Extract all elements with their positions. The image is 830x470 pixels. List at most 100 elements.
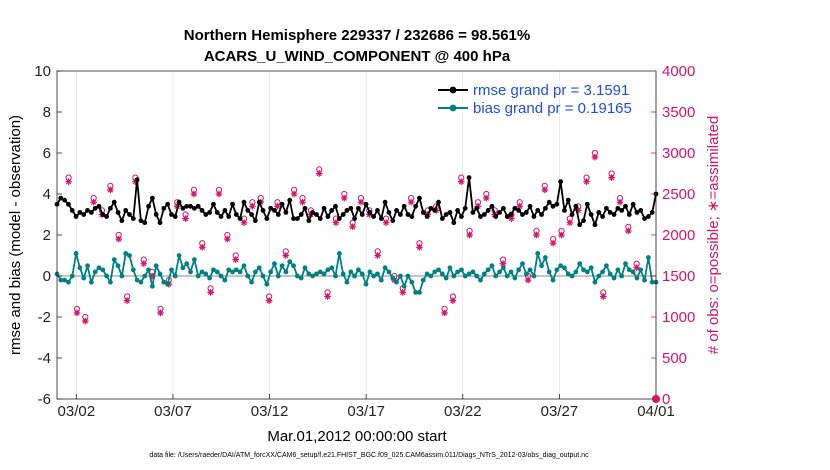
obs-assimilated-point (483, 194, 490, 202)
rmse-point (596, 210, 602, 215)
rmse-point (542, 205, 548, 211)
rmse-point (302, 205, 308, 211)
obs-assimilated-point (140, 260, 148, 267)
asterisk-stroke (458, 178, 464, 185)
bias-point (596, 273, 602, 279)
asterisk-stroke (124, 297, 130, 304)
bias-point (237, 269, 243, 275)
bias-point (325, 267, 331, 273)
asterisk-stroke (600, 293, 606, 300)
rmse-point (592, 222, 598, 228)
bias-point (161, 279, 167, 285)
bias-point (252, 269, 258, 275)
bias-point (85, 263, 90, 269)
obs-assimilated-point (591, 153, 599, 161)
rmse-point (161, 205, 167, 211)
bias-point (359, 271, 365, 277)
asterisk-stroke (324, 293, 331, 300)
obs-assimilated-point (558, 231, 565, 239)
bias-point (508, 269, 514, 275)
rmse-point (386, 210, 392, 215)
rmse-point (207, 210, 213, 215)
bias-point (283, 269, 289, 275)
obs-assimilated-point (265, 297, 273, 304)
rmse-point (111, 199, 117, 205)
rmse-point (516, 208, 522, 213)
rmse-point (424, 214, 430, 219)
rmse-series-layer (54, 175, 659, 228)
bias-point (203, 271, 209, 277)
bias-point (478, 277, 483, 283)
asterisk-stroke (383, 219, 389, 226)
bias-point (58, 277, 64, 283)
rmse-point (264, 216, 270, 222)
bias-point (562, 265, 567, 271)
obs-assimilated-point (282, 252, 290, 259)
obs-assimilated-point (457, 178, 465, 185)
bias-point (184, 261, 190, 267)
bias-point (172, 273, 178, 279)
obs-assimilated-point (608, 174, 615, 181)
bias-point (352, 273, 357, 279)
bias-point (451, 273, 457, 279)
rmse-point (146, 203, 151, 209)
rmse-point (619, 208, 625, 213)
bias-point (417, 290, 422, 295)
bias-point (77, 265, 83, 271)
obs-assimilated-point (349, 223, 356, 231)
rmse-point (333, 203, 338, 209)
y2-tick-label: 500 (662, 350, 687, 367)
bias-point (104, 273, 109, 279)
asterisk-stroke (633, 265, 640, 271)
rmse-point (405, 212, 411, 217)
y-tick-label: 8 (43, 104, 51, 121)
bias-point (397, 273, 403, 279)
rmse-point (352, 216, 357, 222)
rmse-point (119, 218, 125, 224)
bias-point (436, 267, 441, 273)
rmse-point (638, 208, 644, 213)
bias-point (604, 263, 609, 269)
rmse-point (142, 220, 148, 226)
obs-assimilated-point (466, 231, 473, 239)
obs-assimilated-point (625, 227, 632, 235)
rmse-point (508, 212, 514, 217)
rmse-point (275, 212, 281, 217)
asterisk-stroke (82, 318, 89, 324)
bias-point (344, 279, 350, 285)
bias-point (554, 267, 560, 273)
rmse-point (390, 218, 396, 224)
bias-point (504, 273, 510, 279)
obs-assimilated-point (374, 252, 381, 259)
rmse-point (252, 218, 258, 224)
bias-point (302, 265, 308, 271)
bias-point (481, 271, 487, 277)
bias-point (428, 273, 434, 279)
asterisk-stroke (224, 236, 231, 242)
bias-point (310, 273, 316, 279)
rmse-point (634, 210, 640, 215)
bias-point (69, 273, 75, 279)
bias-point (138, 279, 144, 285)
rmse-point (325, 214, 331, 219)
obs-assimilated-point (207, 289, 214, 296)
y-tick-label: 2 (43, 227, 51, 244)
asterisk-stroke (333, 219, 339, 226)
obs-assimilated-point (524, 276, 532, 284)
bias-point (333, 273, 338, 279)
rmse-point (310, 210, 316, 215)
rmse-point (607, 210, 613, 215)
asterisk-stroke (216, 191, 222, 197)
bias-point (600, 269, 605, 275)
bias-point (424, 271, 430, 277)
bias-point (191, 257, 197, 262)
x-tick-label: 04/01 (637, 403, 675, 420)
rmse-point (306, 218, 312, 224)
asterisk-stroke (291, 191, 297, 197)
asterisk-stroke (157, 310, 164, 316)
bias-point (516, 267, 522, 273)
rmse-point (527, 203, 533, 209)
bias-point (142, 273, 148, 279)
rmse-point (554, 201, 560, 207)
rmse-point (489, 203, 495, 209)
